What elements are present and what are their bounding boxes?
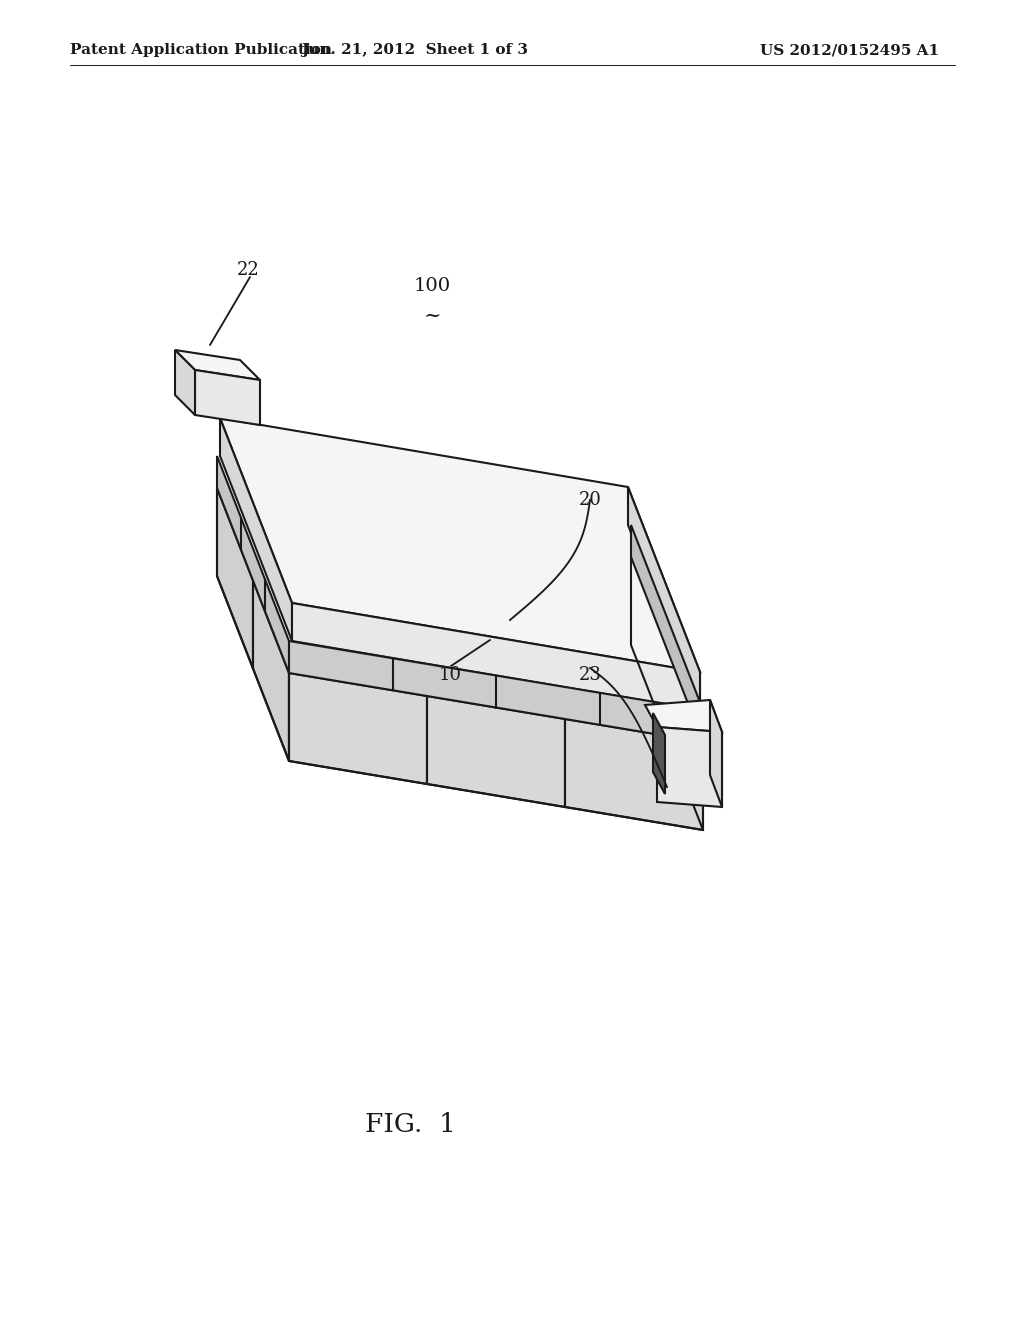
Polygon shape: [217, 455, 289, 673]
Polygon shape: [657, 727, 722, 807]
Polygon shape: [175, 350, 260, 380]
Text: 20: 20: [579, 491, 601, 510]
Polygon shape: [565, 719, 703, 830]
Text: ~: ~: [423, 308, 440, 326]
Text: FIG.  1: FIG. 1: [365, 1113, 456, 1138]
Text: 10: 10: [438, 667, 462, 684]
Polygon shape: [289, 673, 427, 784]
Polygon shape: [628, 487, 700, 710]
Polygon shape: [289, 642, 703, 742]
Text: 100: 100: [414, 277, 451, 294]
Polygon shape: [653, 713, 665, 795]
Polygon shape: [292, 603, 700, 710]
Text: 23: 23: [579, 667, 601, 684]
Polygon shape: [220, 418, 292, 642]
Text: Patent Application Publication: Patent Application Publication: [70, 44, 332, 57]
Polygon shape: [175, 350, 195, 414]
Polygon shape: [710, 700, 722, 807]
Polygon shape: [427, 696, 565, 807]
Text: Jun. 21, 2012  Sheet 1 of 3: Jun. 21, 2012 Sheet 1 of 3: [301, 44, 528, 57]
Polygon shape: [220, 418, 700, 672]
Text: 22: 22: [237, 261, 259, 279]
Polygon shape: [645, 700, 722, 733]
Text: US 2012/0152495 A1: US 2012/0152495 A1: [760, 44, 939, 57]
Polygon shape: [631, 525, 703, 742]
Polygon shape: [195, 370, 260, 425]
Polygon shape: [217, 488, 253, 668]
Polygon shape: [253, 581, 289, 762]
